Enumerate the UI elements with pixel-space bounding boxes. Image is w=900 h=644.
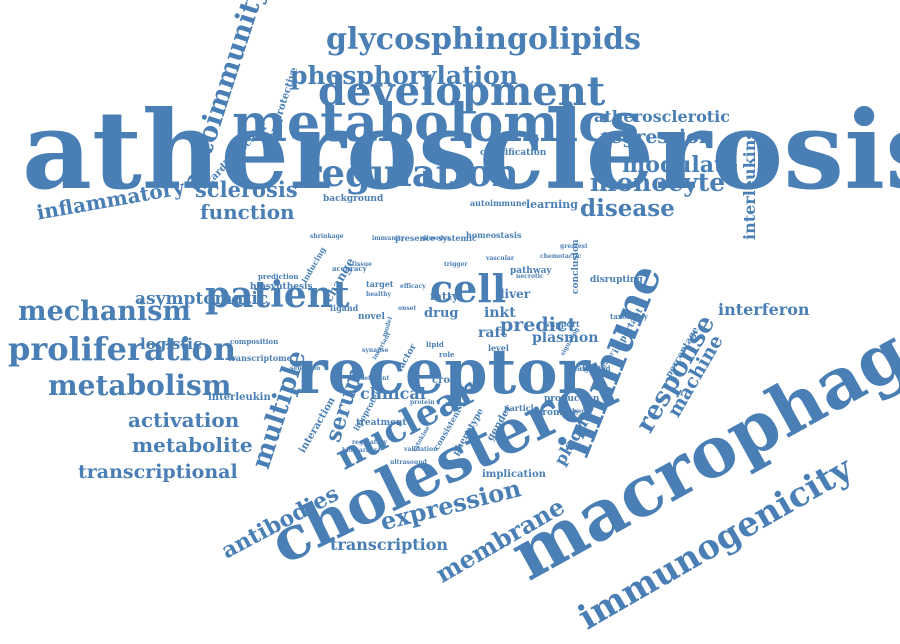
cloud-word: trigger (444, 261, 468, 268)
cloud-word: predict (500, 314, 577, 336)
cloud-word: tissue (352, 261, 372, 268)
cloud-word: metabolite (132, 433, 253, 457)
cloud-word: synapse (362, 347, 389, 354)
cloud-word: activation (128, 408, 240, 432)
cloud-word: atherosclerosis (22, 88, 900, 214)
cloud-word: chemotactic (540, 253, 582, 260)
cloud-word: novel (358, 312, 385, 322)
cloud-word: protein (410, 399, 435, 406)
cloud-word: inkt (484, 305, 516, 321)
cloud-word: immunity (372, 235, 405, 242)
cloud-word: necrotic (516, 273, 544, 280)
cloud-word: transcriptome (228, 353, 292, 363)
cloud-word: cell (430, 266, 507, 311)
cloud-word: atherosclerotic (594, 107, 730, 126)
cloud-word: efficacy (400, 283, 426, 290)
cloud-word: greatest (560, 243, 588, 250)
cloud-word: composition (230, 337, 279, 346)
cloud-word: onset (398, 305, 417, 312)
cloud-word: plasmon (532, 330, 599, 346)
cloud-word: healthy (366, 291, 391, 298)
cloud-word: metabolism (48, 369, 232, 402)
cloud-word: autoimmune (470, 198, 527, 208)
cloud-word: level (488, 343, 509, 353)
cloud-word: implication (482, 469, 546, 480)
cloud-word: shrinkage (310, 233, 344, 240)
cloud-word: classification (480, 148, 547, 158)
cloud-word: pathway (510, 266, 552, 276)
cloud-word: raft (478, 325, 507, 341)
cloud-word: involved (558, 408, 586, 415)
cloud-word: interleukins (740, 130, 759, 240)
cloud-word: metabolomics (232, 93, 640, 154)
cloud-word: interferon (718, 300, 810, 319)
cloud-word: phosphorylation (290, 61, 519, 90)
cloud-word: biomarker (342, 447, 378, 454)
cloud-word: target (366, 279, 394, 289)
cloud-word: deficient (360, 375, 390, 382)
cloud-word: patient (205, 274, 350, 316)
cloud-word: transcription (330, 535, 449, 554)
cloud-word: asymptomatic (135, 289, 269, 309)
cloud-word: logistic (140, 335, 203, 353)
cloud-word: prediction (258, 272, 299, 281)
cloud-word: treatment (356, 418, 407, 428)
cloud-word: promote (536, 408, 579, 418)
cloud-word: learning (526, 198, 578, 211)
cloud-word: fatty (430, 290, 459, 303)
cloud-word: particle (504, 403, 539, 413)
cloud-word: validation (404, 446, 438, 453)
cloud-word: analysis (566, 363, 602, 373)
cloud-word: glycosphingolipids (326, 22, 641, 57)
cloud-word: sclerosis (195, 177, 298, 202)
cloud-word: transcriptional (78, 461, 238, 483)
cloud-word: disorder (422, 235, 451, 242)
cloud-word: clinical (360, 384, 426, 403)
cloud-word: regression (600, 126, 713, 148)
cloud-word: drug (424, 306, 459, 321)
cloud-word: taxonomy (610, 312, 648, 321)
cloud-word: disease (580, 195, 675, 222)
cloud-word: disrupting (590, 275, 643, 285)
cloud-word: treated (582, 364, 611, 373)
cloud-word: regulatory (352, 439, 388, 446)
cloud-word: lipid (426, 340, 444, 349)
cloud-word: interleukin (208, 392, 271, 403)
cloud-word: support (545, 319, 580, 329)
cloud-word: modulate (622, 152, 739, 178)
cloud-word: production (544, 394, 600, 404)
cloud-word: homeostasis (466, 230, 522, 240)
cloud-word: acid (460, 383, 479, 393)
cloud-word: selection (290, 365, 321, 372)
cloud-word: background (323, 194, 384, 204)
cloud-word: liver (500, 287, 531, 301)
cloud-word: accuracy (332, 264, 367, 273)
cloud-word: ligand (330, 303, 359, 313)
cloud-word: presence systemic (395, 233, 477, 243)
cloud-word: regulation (302, 151, 519, 195)
cloud-word: role (439, 350, 455, 359)
cloud-word: biosynthesis (250, 282, 313, 292)
cloud-word: development (318, 68, 606, 115)
cloud-word: mechanism (18, 296, 191, 327)
cloud-word: function (200, 200, 295, 224)
cloud-word: receptor (295, 335, 591, 408)
cloud-word: proliferation (8, 330, 237, 368)
cloud-word: cross (432, 375, 462, 386)
cloud-word: vascular (486, 255, 515, 262)
cloud-word: ultrasound (390, 459, 427, 466)
cloud-word: monocyte (590, 168, 726, 197)
